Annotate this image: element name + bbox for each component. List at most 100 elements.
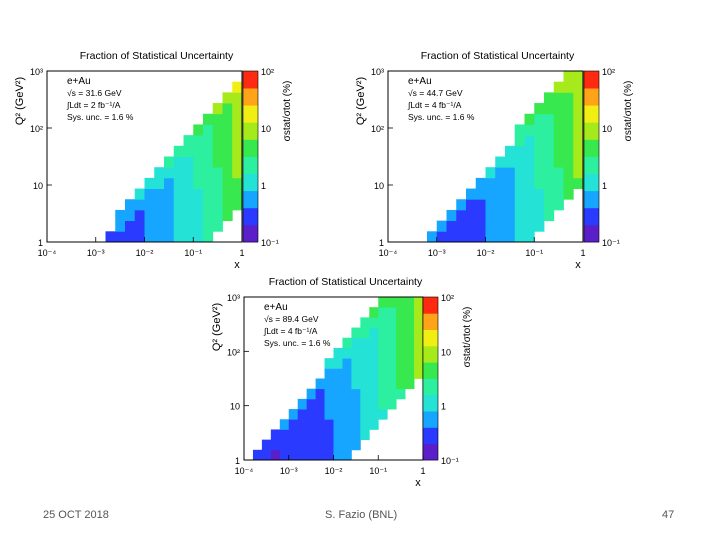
heatmap-cell	[203, 231, 214, 243]
heatmap-cell	[173, 209, 184, 222]
heatmap-cell	[446, 209, 457, 222]
heatmap-cell	[315, 439, 325, 451]
heatmap-cell	[333, 347, 343, 359]
heatmap-cell	[203, 188, 214, 200]
colorbar-tick-label: 10	[441, 347, 451, 357]
heatmap-cell	[193, 145, 204, 157]
heatmap-cell	[360, 429, 370, 441]
heatmap-cell	[342, 439, 352, 451]
heatmap-cell	[485, 167, 496, 179]
heatmap-cell	[553, 135, 564, 147]
colorbar-segment	[243, 179, 258, 186]
colorbar-segment	[423, 421, 438, 428]
heatmap-cell	[514, 156, 525, 168]
heatmap-cell	[154, 199, 165, 211]
heatmap-cell	[134, 220, 145, 232]
colorbar-segment	[243, 156, 258, 163]
heatmap-cell	[475, 199, 486, 211]
x-tick-label: 10⁻²	[325, 466, 343, 476]
heatmap-cell	[456, 220, 467, 232]
heatmap-cell	[232, 145, 243, 157]
colorbar-segment	[423, 416, 438, 423]
heatmap-cell	[524, 220, 535, 232]
colorbar-tick-label: 10	[602, 124, 612, 134]
heatmap-cell	[475, 209, 486, 222]
colorbar-tick-label: 10⁻¹	[261, 238, 279, 248]
heatmap-cell	[544, 103, 555, 115]
heatmap-cell	[193, 135, 204, 147]
heatmap-cell	[125, 220, 136, 232]
heatmap-cell	[297, 398, 308, 410]
colorbar-segment	[423, 367, 438, 374]
heatmap-cell	[360, 337, 370, 349]
colorbar-segment	[243, 110, 258, 117]
heatmap-cell	[351, 429, 361, 441]
chart-title: Fraction of Statistical Uncertainty	[421, 50, 575, 62]
heatmap-cell	[164, 167, 175, 179]
colorbar-segment	[584, 196, 599, 203]
heatmap-cell	[378, 378, 388, 390]
colorbar-segment	[423, 373, 438, 379]
legend-entry: √s = 31.6 GeV	[67, 88, 122, 98]
colorbar-segment	[423, 400, 438, 407]
heatmap-cell	[333, 449, 343, 461]
heatmap-cell	[378, 358, 388, 369]
heatmap-cell	[279, 429, 290, 441]
legend-entry: √s = 89.4 GeV	[264, 314, 319, 324]
colorbar-segment	[243, 122, 258, 129]
heatmap-cell	[369, 347, 379, 359]
heatmap-cell	[534, 209, 545, 222]
heatmap-cell	[405, 327, 415, 339]
heatmap-cell	[144, 209, 155, 222]
heatmap-cell	[553, 103, 564, 115]
heatmap-cell	[212, 167, 223, 179]
heatmap-cell	[351, 337, 361, 349]
colorbar-segment	[423, 411, 438, 417]
heatmap-cell	[360, 419, 370, 430]
heatmap-cell	[378, 388, 388, 400]
x-tick-label: 10⁻³	[428, 248, 446, 258]
y-tick-label: 10	[374, 181, 384, 191]
heatmap-cell	[378, 337, 388, 349]
heatmap-cell	[360, 358, 370, 369]
heatmap-cell	[524, 177, 535, 189]
heatmap-cell	[154, 209, 165, 222]
heatmap-cell	[203, 124, 214, 136]
heatmap-cell	[173, 188, 184, 200]
heatmap-cell	[446, 231, 457, 243]
x-tick-label: 1	[239, 248, 244, 258]
footer-page-number: 47	[662, 509, 675, 521]
x-tick-label: 10⁻⁴	[235, 466, 254, 476]
heatmap-cell	[544, 135, 555, 147]
heatmap-cell	[534, 188, 545, 200]
heatmap-cell	[193, 199, 204, 211]
heatmap-cell	[573, 135, 584, 147]
heatmap-cell	[553, 92, 564, 104]
heatmap-cell	[387, 347, 397, 359]
heatmap-cell	[183, 167, 194, 179]
colorbar-segment	[243, 88, 258, 95]
colorbar-segment	[584, 105, 599, 112]
heatmap-cell	[232, 124, 243, 136]
colorbar-segment	[584, 173, 599, 180]
heatmap-cell	[514, 135, 525, 147]
heatmap-cell	[232, 177, 243, 189]
heatmap-cell	[173, 199, 184, 211]
heatmap-cell	[183, 188, 194, 200]
x-tick-label: 1	[420, 466, 425, 476]
colorbar-segment	[423, 449, 438, 455]
heatmap-cell	[324, 358, 334, 369]
heatmap-cell	[134, 199, 145, 211]
heatmap-cell	[212, 124, 223, 136]
colorbar-segment	[584, 179, 599, 186]
heatmap-cell	[203, 135, 214, 147]
colorbar-axis-label: σstat/σtot (%)	[282, 81, 293, 142]
heatmap-cell	[203, 113, 214, 125]
heatmap-cell	[405, 297, 415, 308]
heatmap-cell	[144, 231, 155, 243]
heatmap-cell	[534, 145, 545, 157]
heatmap-cell	[183, 177, 194, 189]
heatmap-cell	[324, 439, 334, 451]
heatmap-cell	[164, 177, 175, 189]
heatmap-cell	[573, 92, 584, 104]
